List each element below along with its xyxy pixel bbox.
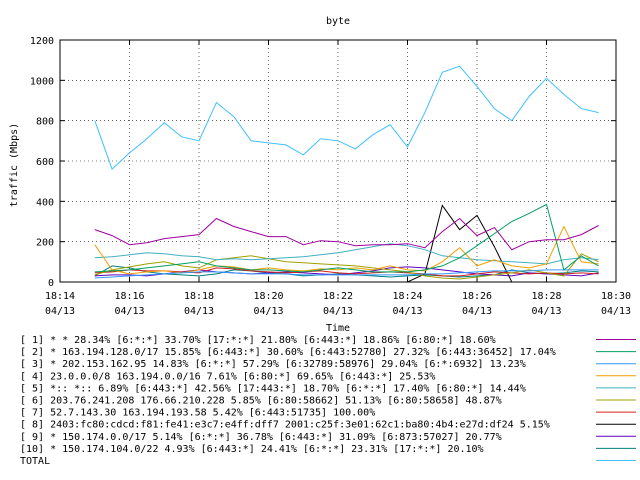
x-tick-label-time: 18:14 [45, 291, 75, 302]
x-axis-label: Time [326, 323, 350, 334]
series-lines [94, 65, 599, 283]
legend-label: [ 2] * 163.194.128.0/17 15.85% [6:443:*]… [20, 347, 556, 358]
plot-frame [59, 39, 617, 283]
series-line-4 [94, 225, 599, 275]
series-line-5 [94, 243, 599, 265]
x-tick-label-time: 18:24 [392, 291, 422, 302]
x-tick-label-date: 04/13 [462, 306, 492, 317]
x-tick-label-time: 18:28 [531, 291, 561, 302]
legend-label: [ 4] 23.0.0.0/8 163.194.0.0/16 7.61% [6:… [20, 371, 435, 382]
legend-label: [ 5] *:: *:: 6.89% [6:443:*] 42.56% [17:… [20, 383, 526, 394]
legend: [ 1] * * 28.34% [6:*:*] 33.70% [17:*:*] … [20, 335, 636, 467]
legend-label: [ 6] 203.76.241.208 176.66.210.228 5.85%… [20, 396, 502, 407]
x-tick-label-time: 18:16 [114, 291, 144, 302]
x-tick-label-time: 18:30 [601, 291, 631, 302]
y-axis-label: traffic (Mbps) [9, 123, 20, 207]
x-ticks: 18:14 04/13 18:16 04/13 18:18 04/13 18:20 04/13… [45, 40, 631, 317]
x-tick-label-date: 04/13 [184, 306, 214, 317]
y-tick-label: 1000 [30, 76, 54, 87]
y-tick-label: 200 [36, 238, 54, 249]
legend-label: [10] * 150.174.104.0/22 4.93% [6:443:*] … [20, 444, 484, 455]
y-ticks: 0 200 400 600 800 1000 1200 [30, 36, 616, 289]
series-line-1 [94, 217, 599, 251]
chart-title: byte [326, 16, 350, 27]
legend-label: [ 1] * * 28.34% [6:*:*] 33.70% [17:*:*] … [20, 335, 496, 346]
x-tick-label-time: 18:22 [323, 291, 353, 302]
x-tick-label-date: 04/13 [114, 306, 144, 317]
legend-label: TOTAL [20, 456, 50, 467]
x-tick-label-date: 04/13 [45, 306, 75, 317]
x-tick-label-date: 04/13 [531, 306, 561, 317]
series-line-11 [94, 65, 599, 170]
legend-label: [ 7] 52.7.143.30 163.194.193.58 5.42% [6… [20, 408, 375, 419]
x-tick-label-date: 04/13 [253, 306, 283, 317]
x-tick-label-time: 18:18 [184, 291, 214, 302]
legend-label: [ 9] * 150.174.0.0/17 5.14% [6:*:*] 36.7… [20, 432, 502, 443]
y-tick-label: 0 [48, 278, 54, 289]
x-tick-label-date: 04/13 [601, 306, 631, 317]
x-tick-label-time: 18:20 [253, 291, 283, 302]
series-line-3 [94, 269, 599, 279]
x-tick-label-time: 18:26 [462, 291, 492, 302]
y-tick-label: 1200 [30, 36, 54, 47]
y-tick-label: 400 [36, 197, 54, 208]
legend-label: [ 8] 2403:fc80:cdcd:f81:fe41:e3c7:e4ff:d… [20, 420, 550, 431]
y-tick-label: 600 [36, 157, 54, 168]
series-line-6 [94, 253, 599, 280]
legend-label: [ 3] * 202.153.162.95 14.83% [6:*:*] 57.… [20, 359, 526, 370]
x-tick-label-date: 04/13 [392, 306, 422, 317]
x-tick-label-date: 04/13 [323, 306, 353, 317]
series-line-7 [94, 267, 599, 277]
grid-lines [60, 40, 616, 282]
y-tick-label: 800 [36, 117, 54, 128]
series-line-2 [94, 203, 599, 273]
